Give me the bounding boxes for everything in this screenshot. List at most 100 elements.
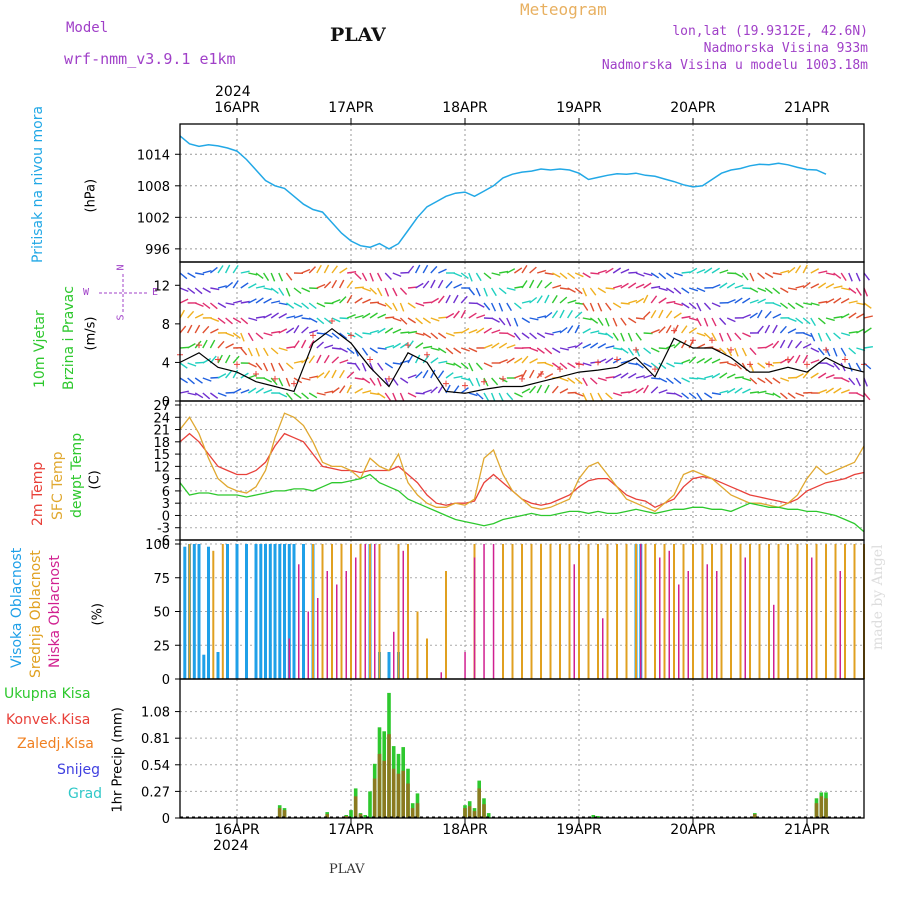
wind-barb — [681, 302, 690, 309]
wind-barb — [802, 343, 812, 349]
wind-gust-mark — [557, 366, 563, 373]
wind-gust-mark — [234, 361, 240, 368]
wind-barb — [855, 272, 861, 282]
wind-barb — [658, 347, 668, 350]
wind-barb — [438, 360, 448, 364]
cloud-bar-2 — [336, 584, 338, 679]
wind-barb — [635, 283, 645, 289]
wind-barb — [422, 317, 432, 324]
wind-barb — [726, 362, 737, 367]
wind-barb — [635, 362, 644, 369]
wind-barb — [567, 310, 573, 319]
wind-barb — [673, 341, 681, 349]
wind-barb — [658, 272, 667, 280]
precip-tick-label: 1.08 — [141, 706, 170, 721]
temp-series-2 — [179, 473, 865, 533]
wind-barb — [278, 328, 288, 334]
wind-barb — [528, 369, 535, 379]
wind-barb — [536, 384, 543, 394]
cloud-bar-1 — [502, 544, 504, 679]
wind-barb — [529, 266, 537, 274]
wind-barb — [749, 287, 759, 293]
wind-barb — [506, 302, 513, 312]
wind-barb — [452, 294, 459, 304]
wind-barb — [833, 315, 843, 319]
cloud-bar-1 — [777, 544, 780, 679]
wind-barb — [346, 313, 356, 319]
wind-barb — [293, 287, 302, 295]
wind-barb — [589, 392, 595, 402]
temp-tick-label: 27 — [153, 399, 170, 414]
wind-barb — [650, 347, 660, 353]
wind-barb — [301, 357, 310, 364]
wind-barb — [202, 392, 211, 400]
wind-barb — [384, 392, 391, 401]
wind-barb — [567, 345, 577, 349]
wind-barb — [597, 269, 607, 274]
wind-barb — [384, 302, 393, 310]
wind-barb — [529, 332, 537, 340]
wind-barb — [612, 302, 622, 309]
wind-barb — [376, 377, 382, 387]
wind-barb — [810, 332, 816, 342]
precip-tick-label: 0 — [162, 812, 170, 827]
temp-tick-label: 24 — [153, 411, 170, 426]
wind-barb — [194, 324, 201, 334]
wind-barb — [415, 392, 425, 395]
wind-barb — [825, 347, 831, 357]
wind-barb — [430, 347, 440, 351]
wind-barb — [635, 375, 645, 379]
precip-bar-1 — [463, 808, 467, 818]
wind-gust-mark — [785, 356, 791, 363]
wind-barb — [856, 392, 865, 398]
wind-barb — [689, 317, 699, 321]
wind-barb — [658, 362, 667, 370]
wind-barb — [225, 370, 232, 379]
wind-barb — [605, 345, 615, 349]
wind-barb — [331, 317, 341, 323]
wind-barb — [818, 372, 827, 379]
wind-barb — [521, 388, 531, 394]
cloud-bar-2 — [573, 564, 575, 680]
wind-barb — [453, 347, 462, 354]
wind-gust-mark — [196, 342, 202, 349]
cloud-bar-2 — [492, 544, 495, 679]
wind-barb — [590, 272, 600, 275]
wind-barb — [628, 271, 638, 274]
panel-frame-0 — [179, 123, 865, 263]
wind-barb — [217, 302, 227, 309]
wind-barb — [726, 298, 736, 304]
wind-tick-label: 4 — [162, 356, 170, 371]
wind-barb — [612, 267, 622, 274]
wind-barb — [286, 315, 296, 319]
wind-barb — [544, 281, 553, 289]
wind-barb — [210, 317, 220, 322]
bottom-date-5: 21APR — [784, 822, 830, 838]
panel-frame-2 — [179, 400, 865, 541]
precip-bar-1 — [814, 803, 819, 818]
wind-barb — [605, 376, 615, 379]
wind-barb — [673, 312, 682, 319]
cloud-bar-2 — [317, 598, 319, 679]
wind-barb — [734, 387, 743, 394]
wind-barb — [430, 386, 438, 394]
cloud-bar-2 — [659, 557, 661, 679]
cloud-tick-label: 100 — [145, 538, 170, 553]
wind-barb — [445, 280, 453, 289]
cloud-bar-1 — [540, 544, 542, 679]
wind-barb — [742, 377, 752, 382]
wind-barb — [681, 392, 690, 400]
wind-gust-mark — [823, 346, 829, 353]
cloud-bar-2 — [668, 550, 670, 680]
cloud-bar-1 — [806, 544, 808, 679]
cloud-bar-1 — [397, 544, 400, 679]
wind-barb — [491, 377, 499, 386]
temp-tick-label: 12 — [153, 460, 170, 475]
wind-barb — [856, 312, 865, 319]
wind-barb — [810, 359, 820, 364]
wind-barb — [833, 297, 842, 304]
wind-barb — [407, 302, 416, 309]
top-date-5: 21APR — [784, 100, 830, 116]
wind-barb — [544, 384, 550, 394]
wind-barb — [498, 317, 506, 326]
